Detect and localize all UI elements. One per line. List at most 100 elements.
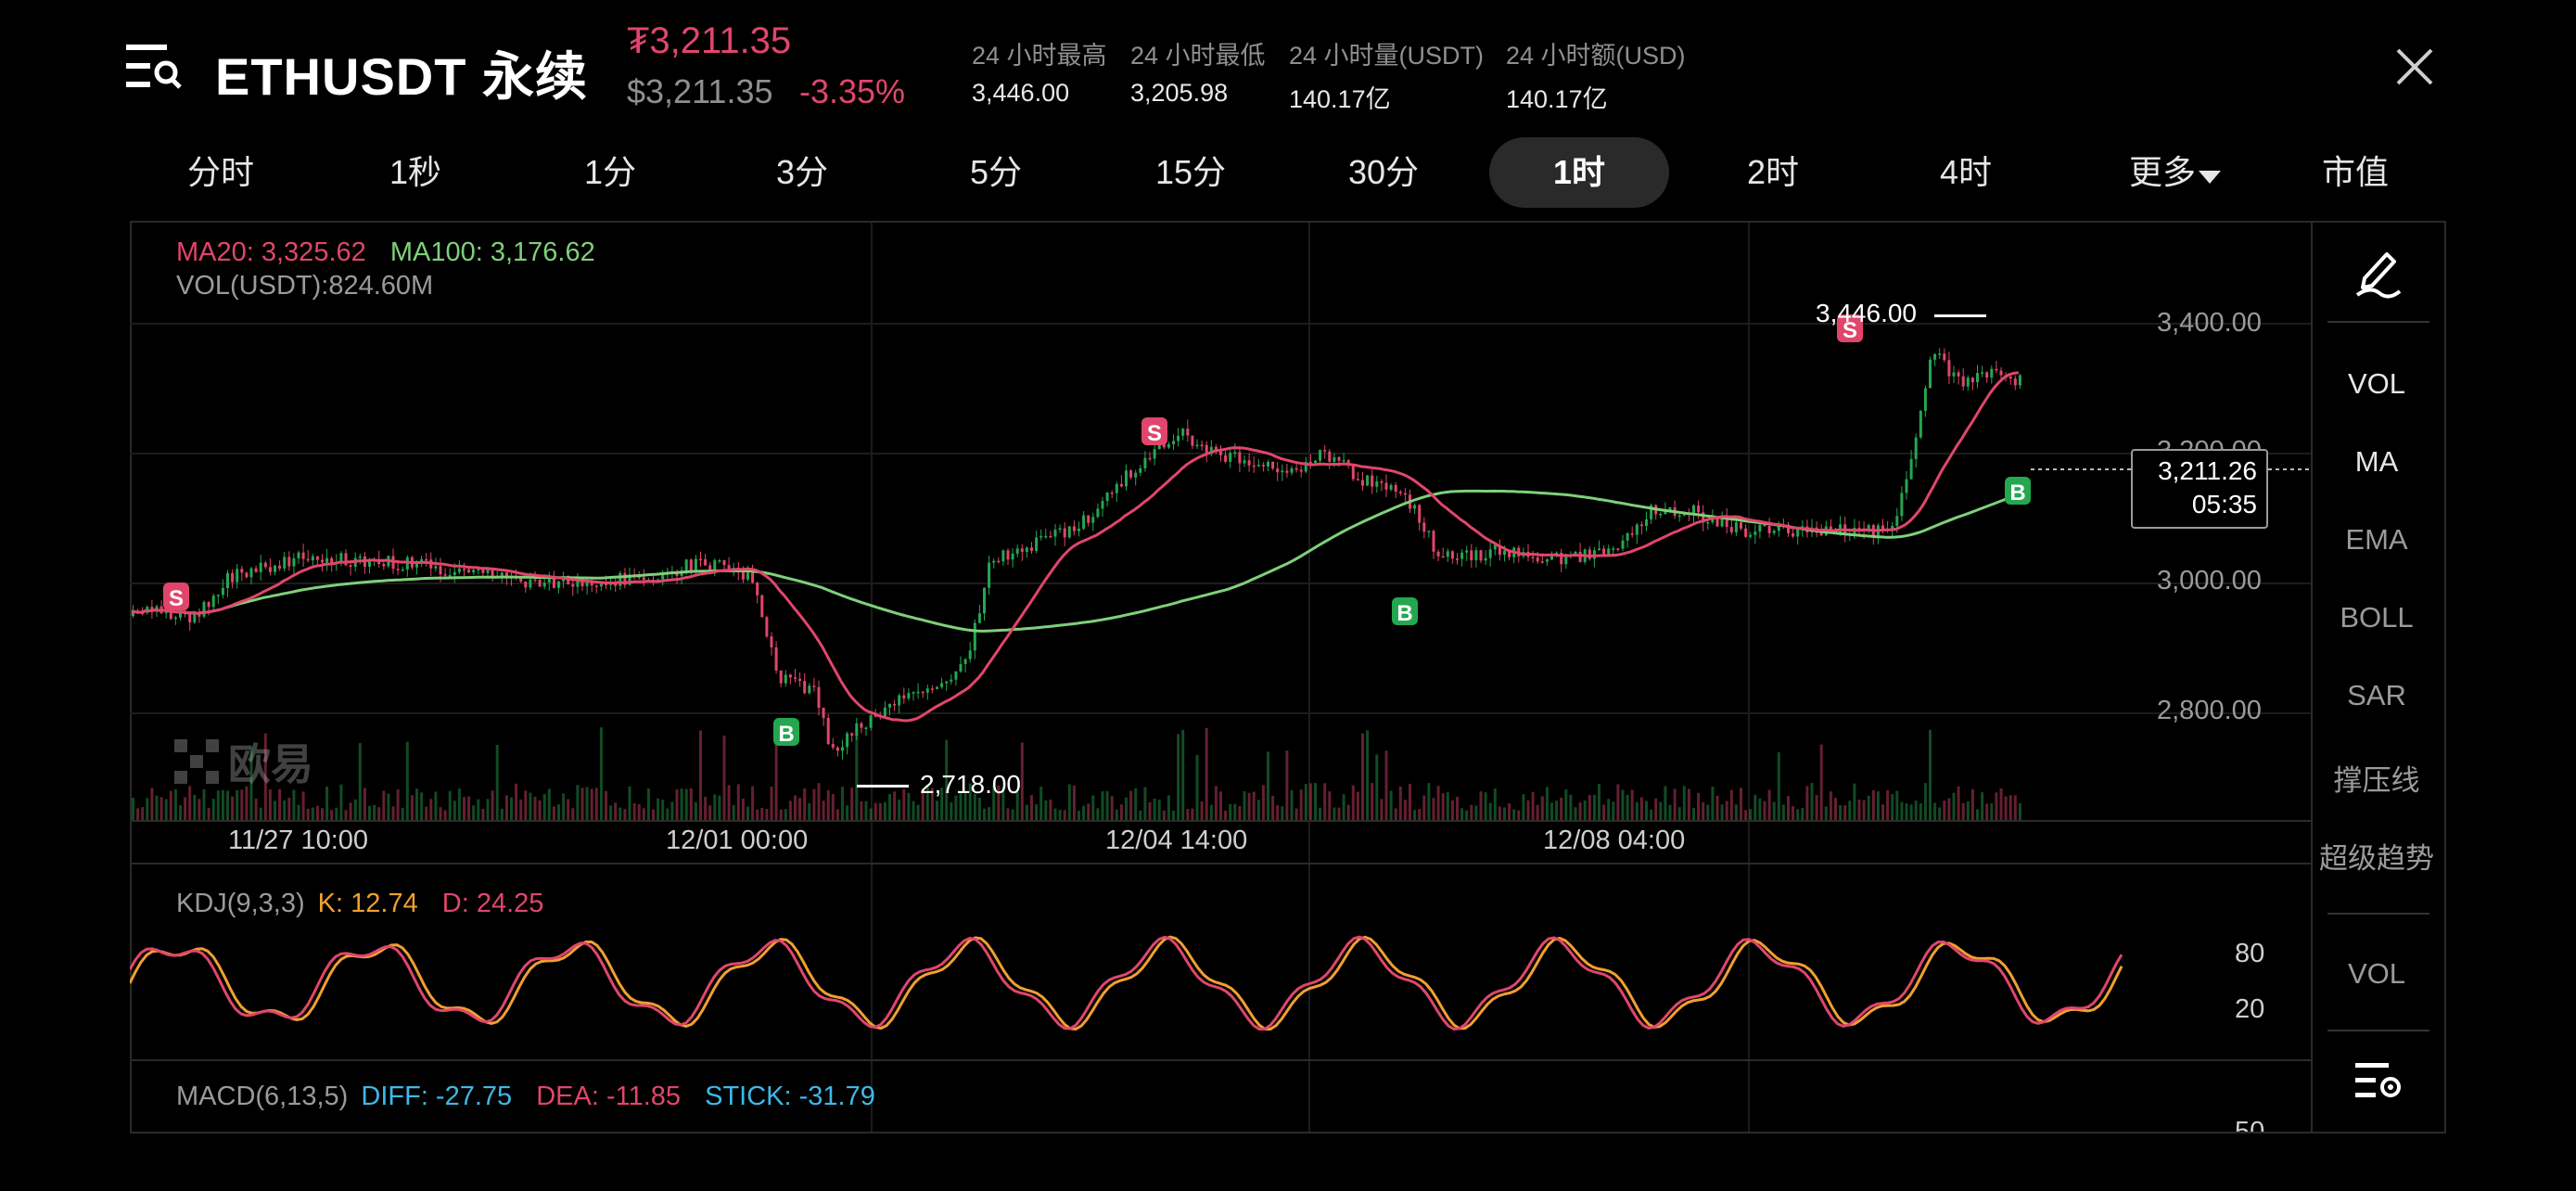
candle-body	[950, 679, 953, 682]
tab-4h[interactable]: 4时	[1939, 153, 1993, 191]
tab-1s[interactable]: 1秒	[389, 153, 442, 191]
buy-signal-badge[interactable]: B	[773, 718, 799, 747]
candle-body	[718, 559, 721, 562]
tool-ma[interactable]: MA	[2354, 445, 2399, 478]
candle-body	[959, 663, 963, 672]
volume-bar	[2009, 795, 2012, 820]
buy-signal-badge[interactable]: B	[1392, 597, 1418, 626]
volume-bar	[184, 797, 187, 820]
volume-bar	[1692, 808, 1695, 820]
candle-body	[1706, 521, 1710, 524]
volume-bar	[159, 797, 163, 820]
candle-body	[642, 577, 645, 581]
stat-label: 24 小时量(USDT)	[1289, 42, 1485, 70]
candle-body	[330, 557, 334, 563]
buy-signal-badge[interactable]: B	[2005, 477, 2031, 506]
candle-body	[1729, 527, 1733, 532]
candle-body	[292, 557, 296, 567]
candle-body	[1072, 526, 1076, 531]
candle-body	[1957, 372, 1960, 377]
volume-bar	[245, 786, 249, 820]
volume-bar	[1053, 808, 1057, 820]
candle-body	[1389, 484, 1393, 490]
volume-bar	[1976, 809, 1979, 820]
tab-15m[interactable]: 15分	[1154, 153, 1227, 191]
candle-body	[1999, 370, 2003, 376]
candle-body	[1635, 524, 1639, 535]
tab-30m[interactable]: 30分	[1347, 153, 1420, 191]
candle-body	[1172, 441, 1175, 444]
volume-bar	[1200, 801, 1204, 820]
volume-bar	[226, 790, 229, 820]
candle-body	[1677, 515, 1681, 518]
instrument-title[interactable]: ETHUSDT 永续	[215, 47, 588, 106]
candle-body	[1446, 551, 1449, 557]
candle-body	[1744, 528, 1748, 537]
volume-bar	[846, 805, 849, 820]
candle-body	[902, 695, 906, 698]
tab-market-cap[interactable]: 市值	[2321, 153, 2389, 191]
menu-icon[interactable]	[126, 43, 182, 89]
tab-5m[interactable]: 5分	[969, 153, 1023, 191]
volume-bar	[637, 803, 641, 820]
tab-2h[interactable]: 2时	[1746, 153, 1800, 191]
volume-bar	[472, 805, 476, 820]
volume-bar	[1209, 804, 1213, 820]
drawing-tool-icon[interactable]	[2352, 245, 2405, 299]
chevron-down-icon[interactable]	[2198, 169, 2222, 186]
volume-bar	[179, 805, 182, 820]
indicator-settings-icon[interactable]	[2353, 1059, 2402, 1104]
candle-body	[1664, 510, 1667, 515]
stat-value: 3,446.00	[972, 79, 1070, 107]
tab-timeshare[interactable]: 分时	[186, 153, 254, 191]
tab-more[interactable]: 更多	[2128, 153, 2196, 191]
candle-body	[746, 572, 749, 580]
last-price-value: 3,211.26	[2158, 456, 2257, 485]
candle-body	[1361, 480, 1364, 486]
candle-body	[599, 583, 603, 587]
tab-1h[interactable]: 1时	[1489, 137, 1669, 208]
tool-support-resistance[interactable]: 撑压线	[2333, 764, 2420, 797]
close-icon[interactable]	[2392, 45, 2437, 89]
sell-signal-badge[interactable]: S	[1141, 417, 1167, 446]
candle-body	[557, 581, 560, 588]
volume-bar	[1087, 803, 1090, 820]
volume-bar	[1740, 788, 1742, 820]
sell-signal-badge[interactable]: S	[1837, 314, 1863, 343]
tool-boll[interactable]: BOLL	[2340, 601, 2414, 634]
candle-body	[141, 612, 145, 615]
tab-3m[interactable]: 3分	[775, 153, 829, 191]
volume-bar	[1129, 790, 1133, 820]
tab-1m[interactable]: 1分	[583, 153, 637, 191]
candle-body	[1191, 435, 1194, 446]
sell-signal-badge[interactable]: S	[163, 583, 189, 611]
candle-body	[1503, 550, 1506, 556]
volume-bar	[1281, 806, 1284, 820]
candle-body	[1380, 480, 1384, 483]
volume-bar	[221, 789, 224, 820]
candle-body	[297, 552, 300, 558]
tool-vol[interactable]: VOL	[2347, 367, 2406, 400]
tool-supertrend[interactable]: 超级趋势	[2319, 842, 2434, 875]
volume-bar	[1091, 795, 1095, 820]
volume-bar	[477, 799, 480, 820]
volume-bar	[751, 786, 755, 820]
tool-sub-vol[interactable]: VOL	[2347, 957, 2406, 990]
candle-body	[1290, 467, 1294, 473]
volume-bar	[936, 800, 938, 820]
volume-bar	[1914, 800, 1918, 820]
volume-bar	[1153, 799, 1156, 820]
okx-logo-icon	[174, 739, 219, 784]
candle-body	[207, 601, 210, 608]
candlestick-chart[interactable]: S S S B B B	[130, 223, 2311, 1132]
candle-body	[1134, 472, 1138, 478]
candle-body	[1981, 372, 1984, 374]
volume-bar	[652, 809, 655, 820]
volume-bar	[732, 804, 735, 820]
volume-bar	[1256, 800, 1260, 820]
tool-sar[interactable]: SAR	[2347, 679, 2406, 711]
volume-bar	[1290, 790, 1294, 820]
volume-bar	[997, 785, 1001, 820]
tool-ema[interactable]: EMA	[2345, 523, 2408, 556]
volume-bar	[463, 797, 465, 820]
